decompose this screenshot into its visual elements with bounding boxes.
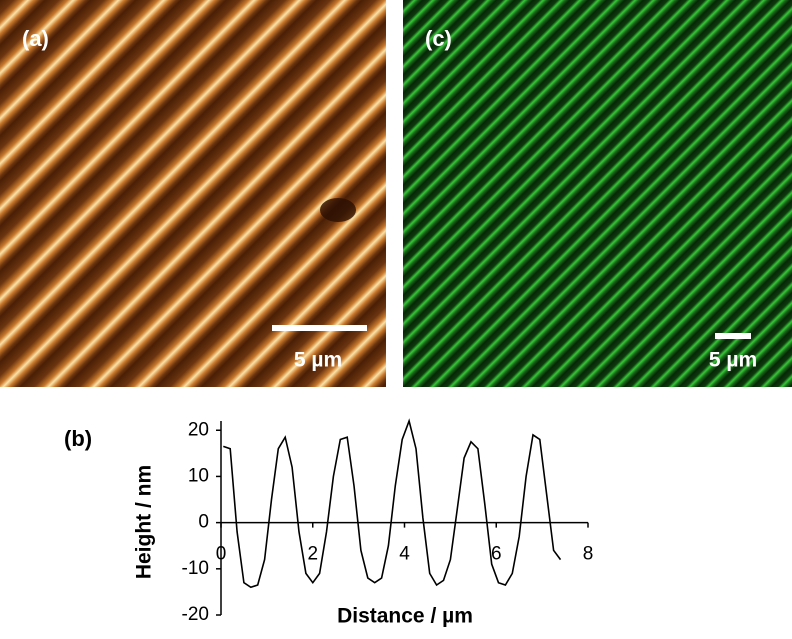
x-tick-label: 8	[583, 544, 594, 565]
y-tick-label: 10	[188, 465, 209, 486]
fluorescence-image	[403, 0, 792, 387]
scale-bar	[715, 333, 751, 339]
x-tick-label: 2	[307, 544, 318, 565]
defect	[320, 198, 356, 222]
scale-bar-label: 5 µm	[294, 349, 342, 372]
panel-label: (b)	[64, 426, 92, 451]
x-axis-label: Distance / µm	[337, 605, 473, 628]
afm-image	[0, 0, 386, 387]
panel-label: (c)	[425, 26, 452, 51]
y-tick-label: -20	[182, 604, 209, 625]
data-line	[223, 418, 562, 589]
scale-bar	[272, 325, 367, 331]
panel-label: (a)	[22, 26, 49, 51]
y-axis-label: Height / nm	[133, 465, 156, 579]
x-tick-label: 6	[491, 544, 502, 565]
y-tick-label: 0	[198, 512, 209, 533]
y-tick-label: -10	[182, 558, 209, 579]
x-tick-label: 4	[399, 544, 410, 565]
x-tick-label: 0	[216, 544, 227, 565]
y-tick-label: 20	[188, 419, 209, 440]
scale-bar-label: 5 µm	[709, 349, 757, 372]
